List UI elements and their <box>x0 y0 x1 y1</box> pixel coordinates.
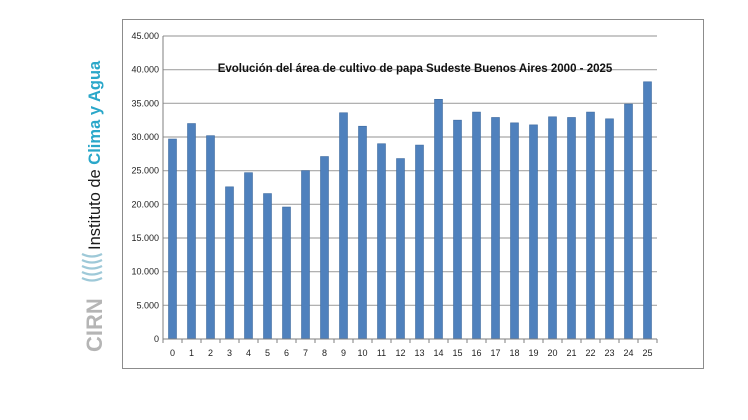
x-tick-label: 23 <box>604 348 614 358</box>
bar-chart: 0 5.000 10.000 15.000 20.000 25.000 30.000 35.0… <box>131 31 658 358</box>
bar <box>358 125 367 340</box>
bar <box>187 123 196 340</box>
bar <box>396 158 405 340</box>
bars <box>168 81 652 340</box>
cirn-acronym: CIRN <box>82 298 107 352</box>
waves-icon <box>81 253 103 282</box>
bar <box>643 81 652 340</box>
bar <box>605 118 614 340</box>
x-tick-label: 12 <box>395 348 405 358</box>
x-tick-label: 7 <box>303 348 308 358</box>
x-tick-label: 6 <box>284 348 289 358</box>
x-tick-label: 24 <box>623 348 633 358</box>
x-tick-label: 25 <box>642 348 652 358</box>
bar <box>168 138 177 340</box>
y-tick-label: 20.000 <box>131 199 159 209</box>
y-tick-label: 40.000 <box>131 65 159 75</box>
x-tick-label: 5 <box>265 348 270 358</box>
y-tick-label: 5.000 <box>136 300 159 310</box>
x-tick-label: 0 <box>170 348 175 358</box>
x-tick-label: 20 <box>547 348 557 358</box>
bar <box>624 103 633 340</box>
y-tick-label: 15.000 <box>131 233 159 243</box>
x-tick-label: 11 <box>377 348 386 358</box>
chart-title: Evolución del área de cultivo de papa Su… <box>218 63 613 75</box>
y-tick-label: 10.000 <box>131 267 159 277</box>
bar <box>472 111 481 340</box>
x-tick-label: 3 <box>227 348 232 358</box>
axes <box>162 36 658 343</box>
x-tick-label: 17 <box>490 348 500 358</box>
x-tick-label: 10 <box>357 348 367 358</box>
bar <box>567 117 576 340</box>
x-tick-labels: 0 1 2 3 4 5 6 7 8 9 10 11 12 13 14 15 16 17 18 19 20 21 22 23 24… <box>170 348 653 358</box>
bar <box>434 98 443 340</box>
gridlines <box>163 35 657 306</box>
bar <box>282 206 291 340</box>
bar <box>586 111 595 340</box>
x-tick-label: 1 <box>189 348 194 358</box>
x-tick-label: 21 <box>566 348 576 358</box>
bar <box>548 116 557 340</box>
x-tick-label: 16 <box>471 348 481 358</box>
bar <box>453 119 462 340</box>
institute-name-prefix: Instituto de <box>86 165 104 250</box>
y-tick-label: 35.000 <box>131 98 159 108</box>
bar <box>301 170 310 340</box>
x-tick-label: 15 <box>452 348 462 358</box>
bar <box>339 112 348 340</box>
x-tick-label: 19 <box>528 348 538 358</box>
bar <box>529 124 538 340</box>
x-tick-label: 9 <box>341 348 346 358</box>
institute-logo: Instituto de Clima y Agua CIRN <box>72 30 112 360</box>
x-tick-label: 4 <box>246 348 251 358</box>
institute-name: Instituto de Clima y Agua <box>86 60 104 250</box>
chart-frame: 0 5.000 10.000 15.000 20.000 25.000 30.000 35.0… <box>122 19 704 369</box>
x-tick-label: 2 <box>208 348 213 358</box>
bar <box>510 122 519 340</box>
bar <box>491 117 500 340</box>
x-tick-label: 13 <box>414 348 424 358</box>
y-tick-label: 45.000 <box>131 31 159 41</box>
bar <box>206 135 215 340</box>
y-tick-label: 25.000 <box>131 166 159 176</box>
y-tick-labels: 0 5.000 10.000 15.000 20.000 25.000 30.000 35.0… <box>131 31 159 344</box>
x-tick-label: 8 <box>322 348 327 358</box>
x-tick-label: 22 <box>585 348 595 358</box>
bar <box>320 156 329 340</box>
x-tick-label: 14 <box>433 348 443 358</box>
bar <box>415 144 424 340</box>
x-tick-label: 18 <box>509 348 519 358</box>
bar <box>377 143 386 340</box>
y-tick-label: 30.000 <box>131 132 159 142</box>
bar <box>244 172 253 340</box>
institute-name-highlight: Clima y Agua <box>86 60 104 165</box>
bar <box>263 193 272 340</box>
bar <box>225 186 234 340</box>
y-tick-label: 0 <box>154 334 159 344</box>
